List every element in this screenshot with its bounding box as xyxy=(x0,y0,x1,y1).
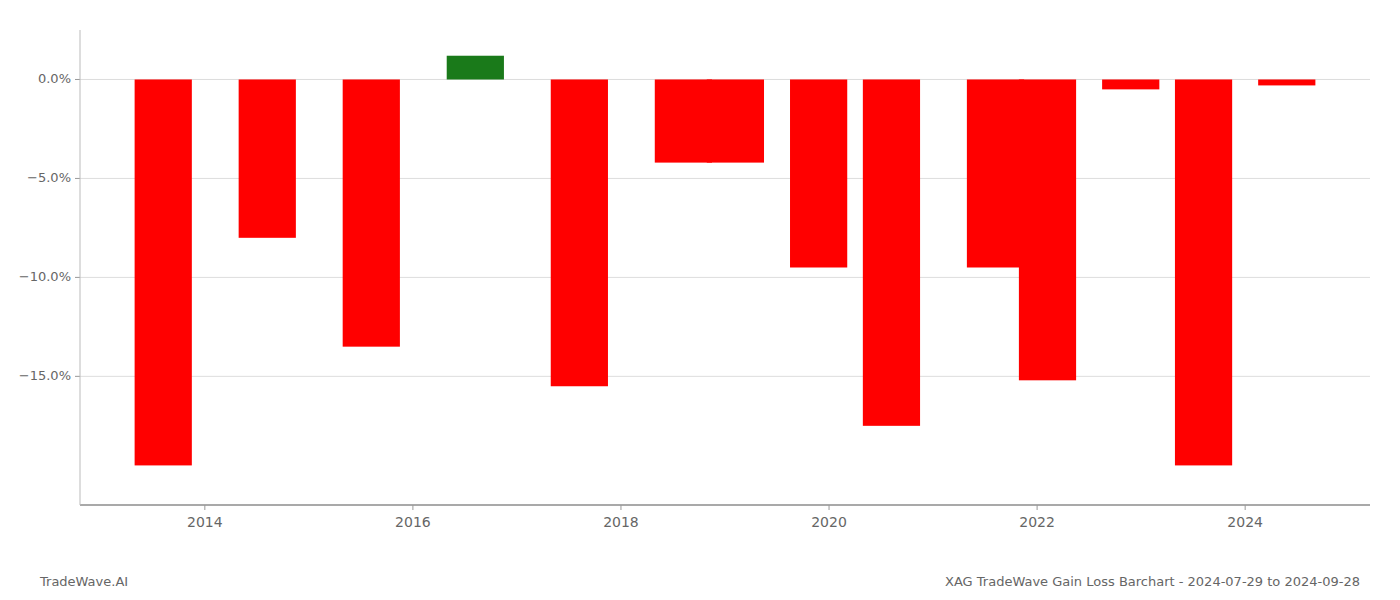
x-tick-label: 2018 xyxy=(603,514,639,530)
y-tick-label: −10.0% xyxy=(19,269,71,284)
bar xyxy=(1258,79,1315,85)
x-tick-labels: 2014 2016 2018 2020 2022 2024 xyxy=(187,505,1263,530)
axes xyxy=(80,30,1370,505)
chart-svg: 0.0% −5.0% −10.0% −15.0% 2014 2016 2018 2020 202… xyxy=(0,0,1400,600)
bar xyxy=(135,79,192,465)
y-tick xyxy=(75,277,80,278)
bar xyxy=(343,79,400,346)
x-tick xyxy=(1037,505,1038,510)
x-tick-label: 2022 xyxy=(1019,514,1055,530)
y-tick xyxy=(75,178,80,179)
bar xyxy=(967,79,1024,267)
bar xyxy=(1019,79,1076,380)
bar xyxy=(707,79,764,162)
bar xyxy=(239,79,296,237)
chart-container: 0.0% −5.0% −10.0% −15.0% 2014 2016 2018 2020 202… xyxy=(0,0,1400,600)
y-tick xyxy=(75,79,80,80)
x-tick-label: 2020 xyxy=(811,514,847,530)
bars xyxy=(135,56,1316,466)
y-tick-label: −15.0% xyxy=(19,368,71,383)
x-tick xyxy=(204,505,205,510)
bar xyxy=(863,79,920,425)
bar xyxy=(551,79,608,386)
bar xyxy=(1102,79,1159,89)
y-tick-label: 0.0% xyxy=(38,71,71,86)
bar xyxy=(1175,79,1232,465)
y-tick-label: −5.0% xyxy=(27,170,71,185)
watermark: TradeWave.AI xyxy=(39,574,128,589)
bar xyxy=(790,79,847,267)
x-tick-label: 2014 xyxy=(187,514,223,530)
x-tick xyxy=(412,505,413,510)
x-tick-label: 2024 xyxy=(1227,514,1263,530)
x-tick xyxy=(1245,505,1246,510)
title: XAG TradeWave Gain Loss Barchart - 2024-… xyxy=(945,574,1360,589)
x-tick xyxy=(620,505,621,510)
x-axis-line xyxy=(80,504,1370,505)
x-tick xyxy=(829,505,830,510)
y-tick-labels: 0.0% −5.0% −10.0% −15.0% xyxy=(19,71,80,383)
y-tick xyxy=(75,376,80,377)
x-tick-label: 2016 xyxy=(395,514,431,530)
y-axis-line xyxy=(80,30,81,505)
bar xyxy=(447,56,504,80)
bar xyxy=(655,79,712,162)
